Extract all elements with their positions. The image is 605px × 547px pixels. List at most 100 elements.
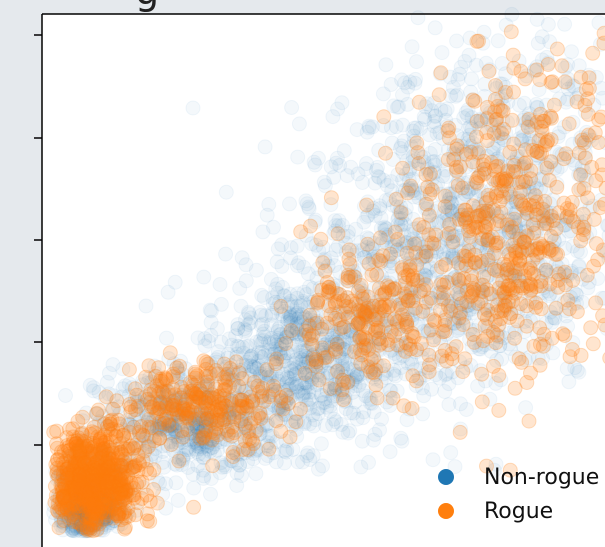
point-non-rogue <box>81 486 97 502</box>
point-rogue <box>445 234 461 250</box>
point-non-rogue <box>72 456 88 472</box>
point-non-rogue <box>98 504 114 520</box>
point-non-rogue <box>93 490 109 506</box>
point-non-rogue <box>203 471 219 486</box>
point-non-rogue <box>117 479 133 495</box>
point-non-rogue <box>56 491 72 507</box>
point-non-rogue <box>79 478 95 494</box>
point-non-rogue <box>104 468 120 484</box>
point-rogue <box>475 157 491 173</box>
point-rogue <box>458 258 474 274</box>
point-non-rogue <box>68 480 83 496</box>
point-rogue <box>395 262 411 278</box>
point-rogue <box>368 377 384 393</box>
point-rogue <box>315 255 331 271</box>
point-non-rogue <box>67 485 83 501</box>
point-non-rogue <box>67 475 83 491</box>
point-non-rogue <box>53 513 69 529</box>
point-non-rogue <box>98 484 113 500</box>
point-rogue <box>543 154 559 170</box>
point-non-rogue <box>84 517 100 533</box>
point-non-rogue <box>99 511 115 526</box>
point-non-rogue <box>76 486 92 502</box>
point-non-rogue <box>84 490 100 506</box>
point-non-rogue <box>99 504 115 520</box>
point-rogue <box>548 221 564 237</box>
point-non-rogue <box>85 494 101 510</box>
point-non-rogue <box>101 492 117 508</box>
point-non-rogue <box>80 523 96 539</box>
point-non-rogue <box>95 522 111 538</box>
point-non-rogue <box>70 504 86 520</box>
point-non-rogue <box>83 483 99 499</box>
point-rogue <box>411 94 427 110</box>
point-rogue <box>113 472 129 487</box>
point-non-rogue <box>90 502 106 518</box>
point-non-rogue <box>70 522 86 537</box>
point-non-rogue <box>81 506 97 522</box>
point-non-rogue <box>76 507 92 523</box>
point-non-rogue <box>203 314 219 330</box>
point-non-rogue <box>82 477 98 493</box>
point-non-rogue <box>103 515 119 531</box>
point-rogue <box>408 300 423 316</box>
point-non-rogue <box>441 376 457 392</box>
point-non-rogue <box>85 505 100 521</box>
point-non-rogue <box>88 498 104 513</box>
point-non-rogue <box>98 493 114 509</box>
point-non-rogue <box>557 16 573 32</box>
point-non-rogue <box>109 493 125 509</box>
point-rogue <box>341 242 357 258</box>
point-non-rogue <box>102 469 118 485</box>
point-non-rogue <box>57 491 73 507</box>
point-rogue <box>98 389 114 405</box>
point-non-rogue <box>99 479 115 495</box>
point-non-rogue <box>83 474 99 490</box>
point-non-rogue <box>284 100 300 115</box>
point-non-rogue <box>79 494 95 510</box>
point-rogue <box>311 372 327 388</box>
point-non-rogue <box>56 515 72 531</box>
point-non-rogue <box>85 478 100 494</box>
legend-item-non-rogue: Non-rogue <box>436 460 599 494</box>
point-non-rogue <box>100 480 115 496</box>
point-rogue <box>273 390 289 405</box>
point-non-rogue <box>328 242 344 258</box>
point-non-rogue <box>64 479 80 495</box>
point-rogue <box>92 460 108 475</box>
point-non-rogue <box>409 54 424 70</box>
point-rogue <box>480 232 496 248</box>
point-non-rogue <box>82 513 98 529</box>
point-non-rogue <box>46 505 62 521</box>
point-rogue <box>88 511 104 527</box>
point-rogue <box>408 245 424 261</box>
point-rogue <box>322 283 338 299</box>
point-non-rogue <box>66 505 82 521</box>
point-rogue <box>474 394 490 410</box>
point-non-rogue <box>87 480 103 496</box>
point-non-rogue <box>65 498 81 514</box>
point-rogue <box>506 60 522 76</box>
point-non-rogue <box>62 479 78 495</box>
point-rogue <box>452 159 468 175</box>
point-non-rogue <box>63 514 79 530</box>
point-rogue <box>557 328 573 343</box>
point-non-rogue <box>85 498 101 514</box>
point-rogue <box>292 401 308 417</box>
point-rogue <box>511 351 527 367</box>
point-non-rogue <box>354 433 370 449</box>
point-rogue <box>255 380 271 396</box>
point-non-rogue <box>98 492 114 508</box>
point-rogue <box>160 383 175 399</box>
point-non-rogue <box>50 469 66 485</box>
point-non-rogue <box>112 505 128 521</box>
point-non-rogue <box>95 447 110 463</box>
point-rogue <box>371 280 387 296</box>
point-non-rogue <box>106 498 122 514</box>
point-non-rogue <box>375 86 391 102</box>
point-non-rogue <box>253 307 269 323</box>
point-non-rogue <box>73 504 89 520</box>
point-non-rogue <box>83 466 98 482</box>
point-rogue <box>576 220 592 235</box>
point-non-rogue <box>93 483 109 499</box>
